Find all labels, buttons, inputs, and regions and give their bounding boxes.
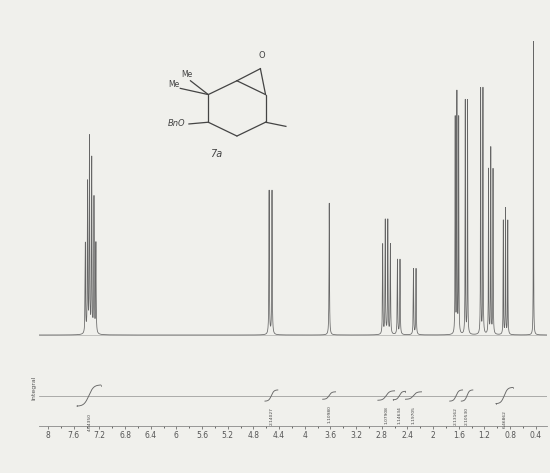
Text: 2.13162: 2.13162 <box>454 407 458 425</box>
Text: 2.14027: 2.14027 <box>270 407 274 425</box>
Text: 4.64350: 4.64350 <box>88 412 92 430</box>
Text: 1.07908: 1.07908 <box>384 407 388 424</box>
Text: 2.10530: 2.10530 <box>465 407 469 426</box>
Text: Me: Me <box>168 80 179 89</box>
Text: O: O <box>258 51 265 60</box>
Text: 1.14634: 1.14634 <box>398 406 402 424</box>
Text: 7a: 7a <box>211 149 223 159</box>
Text: BnO: BnO <box>168 120 185 129</box>
Text: 1.19705: 1.19705 <box>412 405 416 424</box>
Text: Integral: Integral <box>31 376 36 400</box>
Text: 6.46862: 6.46862 <box>502 410 506 428</box>
Text: Me: Me <box>182 70 192 79</box>
Text: 1.10980: 1.10980 <box>327 405 331 423</box>
